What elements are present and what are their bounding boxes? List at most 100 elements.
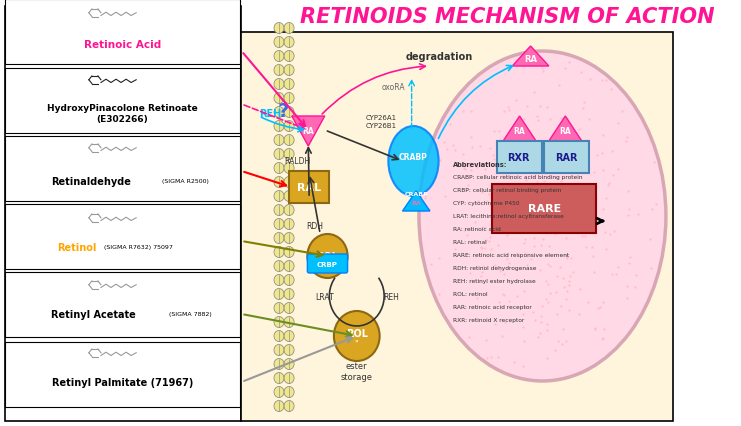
Text: CRBP: CRBP bbox=[317, 262, 338, 268]
Circle shape bbox=[308, 234, 348, 278]
Circle shape bbox=[284, 135, 294, 146]
Circle shape bbox=[274, 135, 284, 146]
Circle shape bbox=[274, 191, 284, 202]
Text: RAL: retinal: RAL: retinal bbox=[453, 239, 487, 245]
Text: ROL: ROL bbox=[316, 251, 339, 262]
Text: REH: REH bbox=[259, 109, 281, 119]
Text: ester
storage: ester storage bbox=[341, 361, 373, 381]
Circle shape bbox=[274, 359, 284, 370]
Text: REH: REH bbox=[384, 292, 399, 301]
FancyBboxPatch shape bbox=[4, 7, 241, 421]
Circle shape bbox=[274, 303, 284, 314]
Circle shape bbox=[274, 275, 284, 286]
Text: CYP: cytochrome P450: CYP: cytochrome P450 bbox=[453, 201, 519, 205]
Text: CRABP: CRABP bbox=[405, 192, 428, 197]
Circle shape bbox=[284, 373, 294, 383]
Circle shape bbox=[274, 23, 284, 35]
Polygon shape bbox=[402, 192, 430, 211]
Text: RAR: RAR bbox=[555, 153, 577, 163]
Text: RA: retinoic acid: RA: retinoic acid bbox=[453, 227, 501, 231]
Circle shape bbox=[284, 400, 294, 412]
Circle shape bbox=[274, 386, 284, 397]
Text: (SIGMA R7632) 75097: (SIGMA R7632) 75097 bbox=[102, 245, 173, 250]
Circle shape bbox=[274, 373, 284, 383]
Text: RA: RA bbox=[559, 127, 571, 136]
Circle shape bbox=[284, 23, 294, 35]
Circle shape bbox=[274, 163, 284, 174]
Text: RDH: retinol dehydrogenase: RDH: retinol dehydrogenase bbox=[453, 265, 536, 271]
Text: RA: RA bbox=[302, 126, 314, 135]
Circle shape bbox=[284, 331, 294, 342]
Circle shape bbox=[284, 219, 294, 230]
Text: RA: RA bbox=[524, 55, 537, 63]
Text: RA: RA bbox=[411, 201, 421, 206]
Circle shape bbox=[274, 331, 284, 342]
Circle shape bbox=[284, 163, 294, 174]
Text: CRABP: cellular retinoic acid binding protein: CRABP: cellular retinoic acid binding pr… bbox=[453, 175, 582, 180]
Text: RXR: RXR bbox=[508, 153, 530, 163]
Circle shape bbox=[274, 345, 284, 356]
Text: ROL: ROL bbox=[346, 328, 368, 338]
Text: Retinyl Acetate: Retinyl Acetate bbox=[51, 309, 136, 319]
Ellipse shape bbox=[388, 127, 439, 196]
Text: REH: retinyl ester hydrolase: REH: retinyl ester hydrolase bbox=[453, 278, 536, 283]
Text: oxoRA: oxoRA bbox=[382, 82, 405, 91]
Text: HydroxyPinacolone Retinoate
(E302266): HydroxyPinacolone Retinoate (E302266) bbox=[47, 104, 198, 124]
Circle shape bbox=[274, 107, 284, 118]
FancyBboxPatch shape bbox=[492, 184, 597, 233]
Circle shape bbox=[284, 233, 294, 244]
Circle shape bbox=[284, 177, 294, 188]
Circle shape bbox=[284, 107, 294, 118]
Circle shape bbox=[274, 149, 284, 160]
Polygon shape bbox=[512, 47, 549, 67]
Circle shape bbox=[284, 345, 294, 356]
Polygon shape bbox=[292, 117, 325, 147]
FancyBboxPatch shape bbox=[5, 204, 239, 269]
Circle shape bbox=[274, 261, 284, 272]
Circle shape bbox=[274, 65, 284, 76]
Circle shape bbox=[284, 191, 294, 202]
Text: Retinoic Acid: Retinoic Acid bbox=[84, 40, 162, 50]
Text: RXR: retinoid X receptor: RXR: retinoid X receptor bbox=[453, 317, 524, 322]
Text: ROL: retinol: ROL: retinol bbox=[453, 291, 488, 296]
Text: CRABP: CRABP bbox=[399, 152, 428, 161]
Circle shape bbox=[274, 233, 284, 244]
FancyBboxPatch shape bbox=[545, 142, 589, 173]
Polygon shape bbox=[503, 117, 536, 142]
Circle shape bbox=[284, 247, 294, 258]
FancyBboxPatch shape bbox=[5, 342, 239, 406]
FancyBboxPatch shape bbox=[496, 142, 542, 173]
Circle shape bbox=[274, 400, 284, 412]
Circle shape bbox=[284, 359, 294, 370]
Circle shape bbox=[284, 386, 294, 397]
FancyBboxPatch shape bbox=[5, 0, 239, 64]
Text: RAR: retinoic acid receptor: RAR: retinoic acid receptor bbox=[453, 304, 531, 309]
Text: Abbreviations:: Abbreviations: bbox=[453, 161, 508, 167]
Text: RARE: RARE bbox=[528, 204, 561, 213]
Circle shape bbox=[274, 247, 284, 258]
Circle shape bbox=[274, 52, 284, 62]
Text: degradation: degradation bbox=[405, 52, 473, 62]
Circle shape bbox=[284, 205, 294, 216]
Text: (SIGMA 7882): (SIGMA 7882) bbox=[167, 312, 212, 317]
Text: RDH: RDH bbox=[306, 222, 323, 231]
Text: RARE: retinoic acid responsive element: RARE: retinoic acid responsive element bbox=[453, 253, 569, 257]
FancyBboxPatch shape bbox=[308, 254, 348, 273]
Circle shape bbox=[274, 37, 284, 49]
Text: Retinyl Palmitate (71967): Retinyl Palmitate (71967) bbox=[52, 377, 193, 387]
Text: '': '' bbox=[354, 339, 359, 348]
Circle shape bbox=[284, 303, 294, 314]
Text: CRBP: cellular retinol binding protein: CRBP: cellular retinol binding protein bbox=[453, 187, 561, 193]
Circle shape bbox=[274, 205, 284, 216]
Circle shape bbox=[284, 275, 294, 286]
Text: LRAT: LRAT bbox=[316, 292, 334, 301]
FancyBboxPatch shape bbox=[289, 172, 329, 204]
Circle shape bbox=[274, 79, 284, 90]
Text: RA: RA bbox=[514, 127, 525, 136]
Circle shape bbox=[284, 37, 294, 49]
Circle shape bbox=[284, 149, 294, 160]
FancyBboxPatch shape bbox=[241, 33, 674, 421]
Text: (SIGMA R2500): (SIGMA R2500) bbox=[160, 179, 209, 184]
Circle shape bbox=[284, 289, 294, 300]
Text: LRAT: lecithine:retinol acyltransferase: LRAT: lecithine:retinol acyltransferase bbox=[453, 213, 564, 219]
